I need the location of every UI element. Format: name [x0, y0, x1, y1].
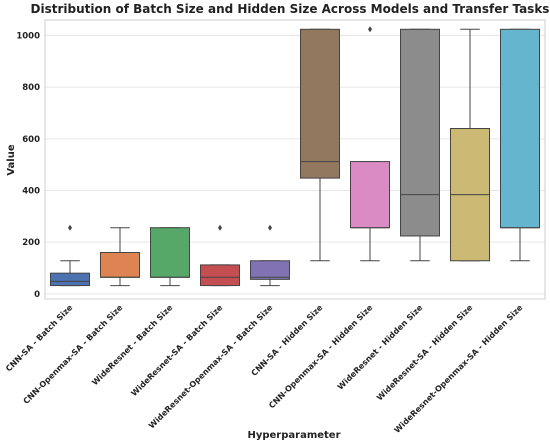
box-group	[200, 224, 240, 287]
gridlines	[45, 35, 545, 295]
outlier-point	[68, 224, 72, 231]
box-iqr	[350, 161, 390, 229]
x-tick-label: CNN-Openmax-SA - Batch Size	[22, 303, 125, 406]
box-group	[150, 227, 190, 287]
box-group	[450, 28, 490, 262]
box-group	[50, 224, 90, 287]
y-tick-label: 600	[22, 135, 40, 145]
box-iqr	[400, 28, 440, 237]
box-iqr	[250, 260, 290, 280]
y-axis-label: Value	[6, 144, 17, 175]
x-tick-label: WideResnet - Batch Size	[90, 303, 175, 388]
x-tick-label: CNN-Openmax-SA - Hidden Size	[267, 303, 375, 411]
box-iqr	[300, 28, 340, 179]
y-tick-label: 200	[22, 238, 40, 248]
boxes	[50, 26, 540, 287]
box-group	[250, 224, 290, 287]
box-group	[400, 28, 440, 262]
outlier-point	[368, 26, 372, 33]
y-tick-label: 400	[22, 187, 40, 197]
box-group	[100, 227, 140, 287]
y-axis-ticks: 0 200 400 600 800 1000	[16, 32, 40, 300]
box-iqr	[200, 264, 240, 287]
box-group	[300, 28, 340, 262]
box-iqr	[100, 252, 140, 278]
x-tick-label: WideResnet-SA - Batch Size	[129, 303, 224, 398]
box-iqr	[500, 28, 540, 229]
x-tick-label: WideResnet - Hidden Size	[336, 303, 425, 392]
outlier-point	[268, 224, 272, 231]
box-group	[500, 28, 540, 262]
x-axis-label: Hyperparameter	[247, 430, 340, 441]
box-iqr	[150, 227, 190, 278]
chart-title: Distribution of Batch Size and Hidden Si…	[31, 2, 550, 16]
box-iqr	[50, 272, 90, 287]
plot-frame	[44, 19, 546, 300]
box-group	[350, 26, 390, 262]
y-tick-label: 800	[22, 83, 40, 93]
y-tick-label: 1000	[16, 32, 40, 42]
x-tick-label: WideResnet-SA - Hidden Size	[375, 303, 475, 403]
outlier-point	[218, 224, 222, 231]
y-tick-label: 0	[34, 290, 40, 300]
